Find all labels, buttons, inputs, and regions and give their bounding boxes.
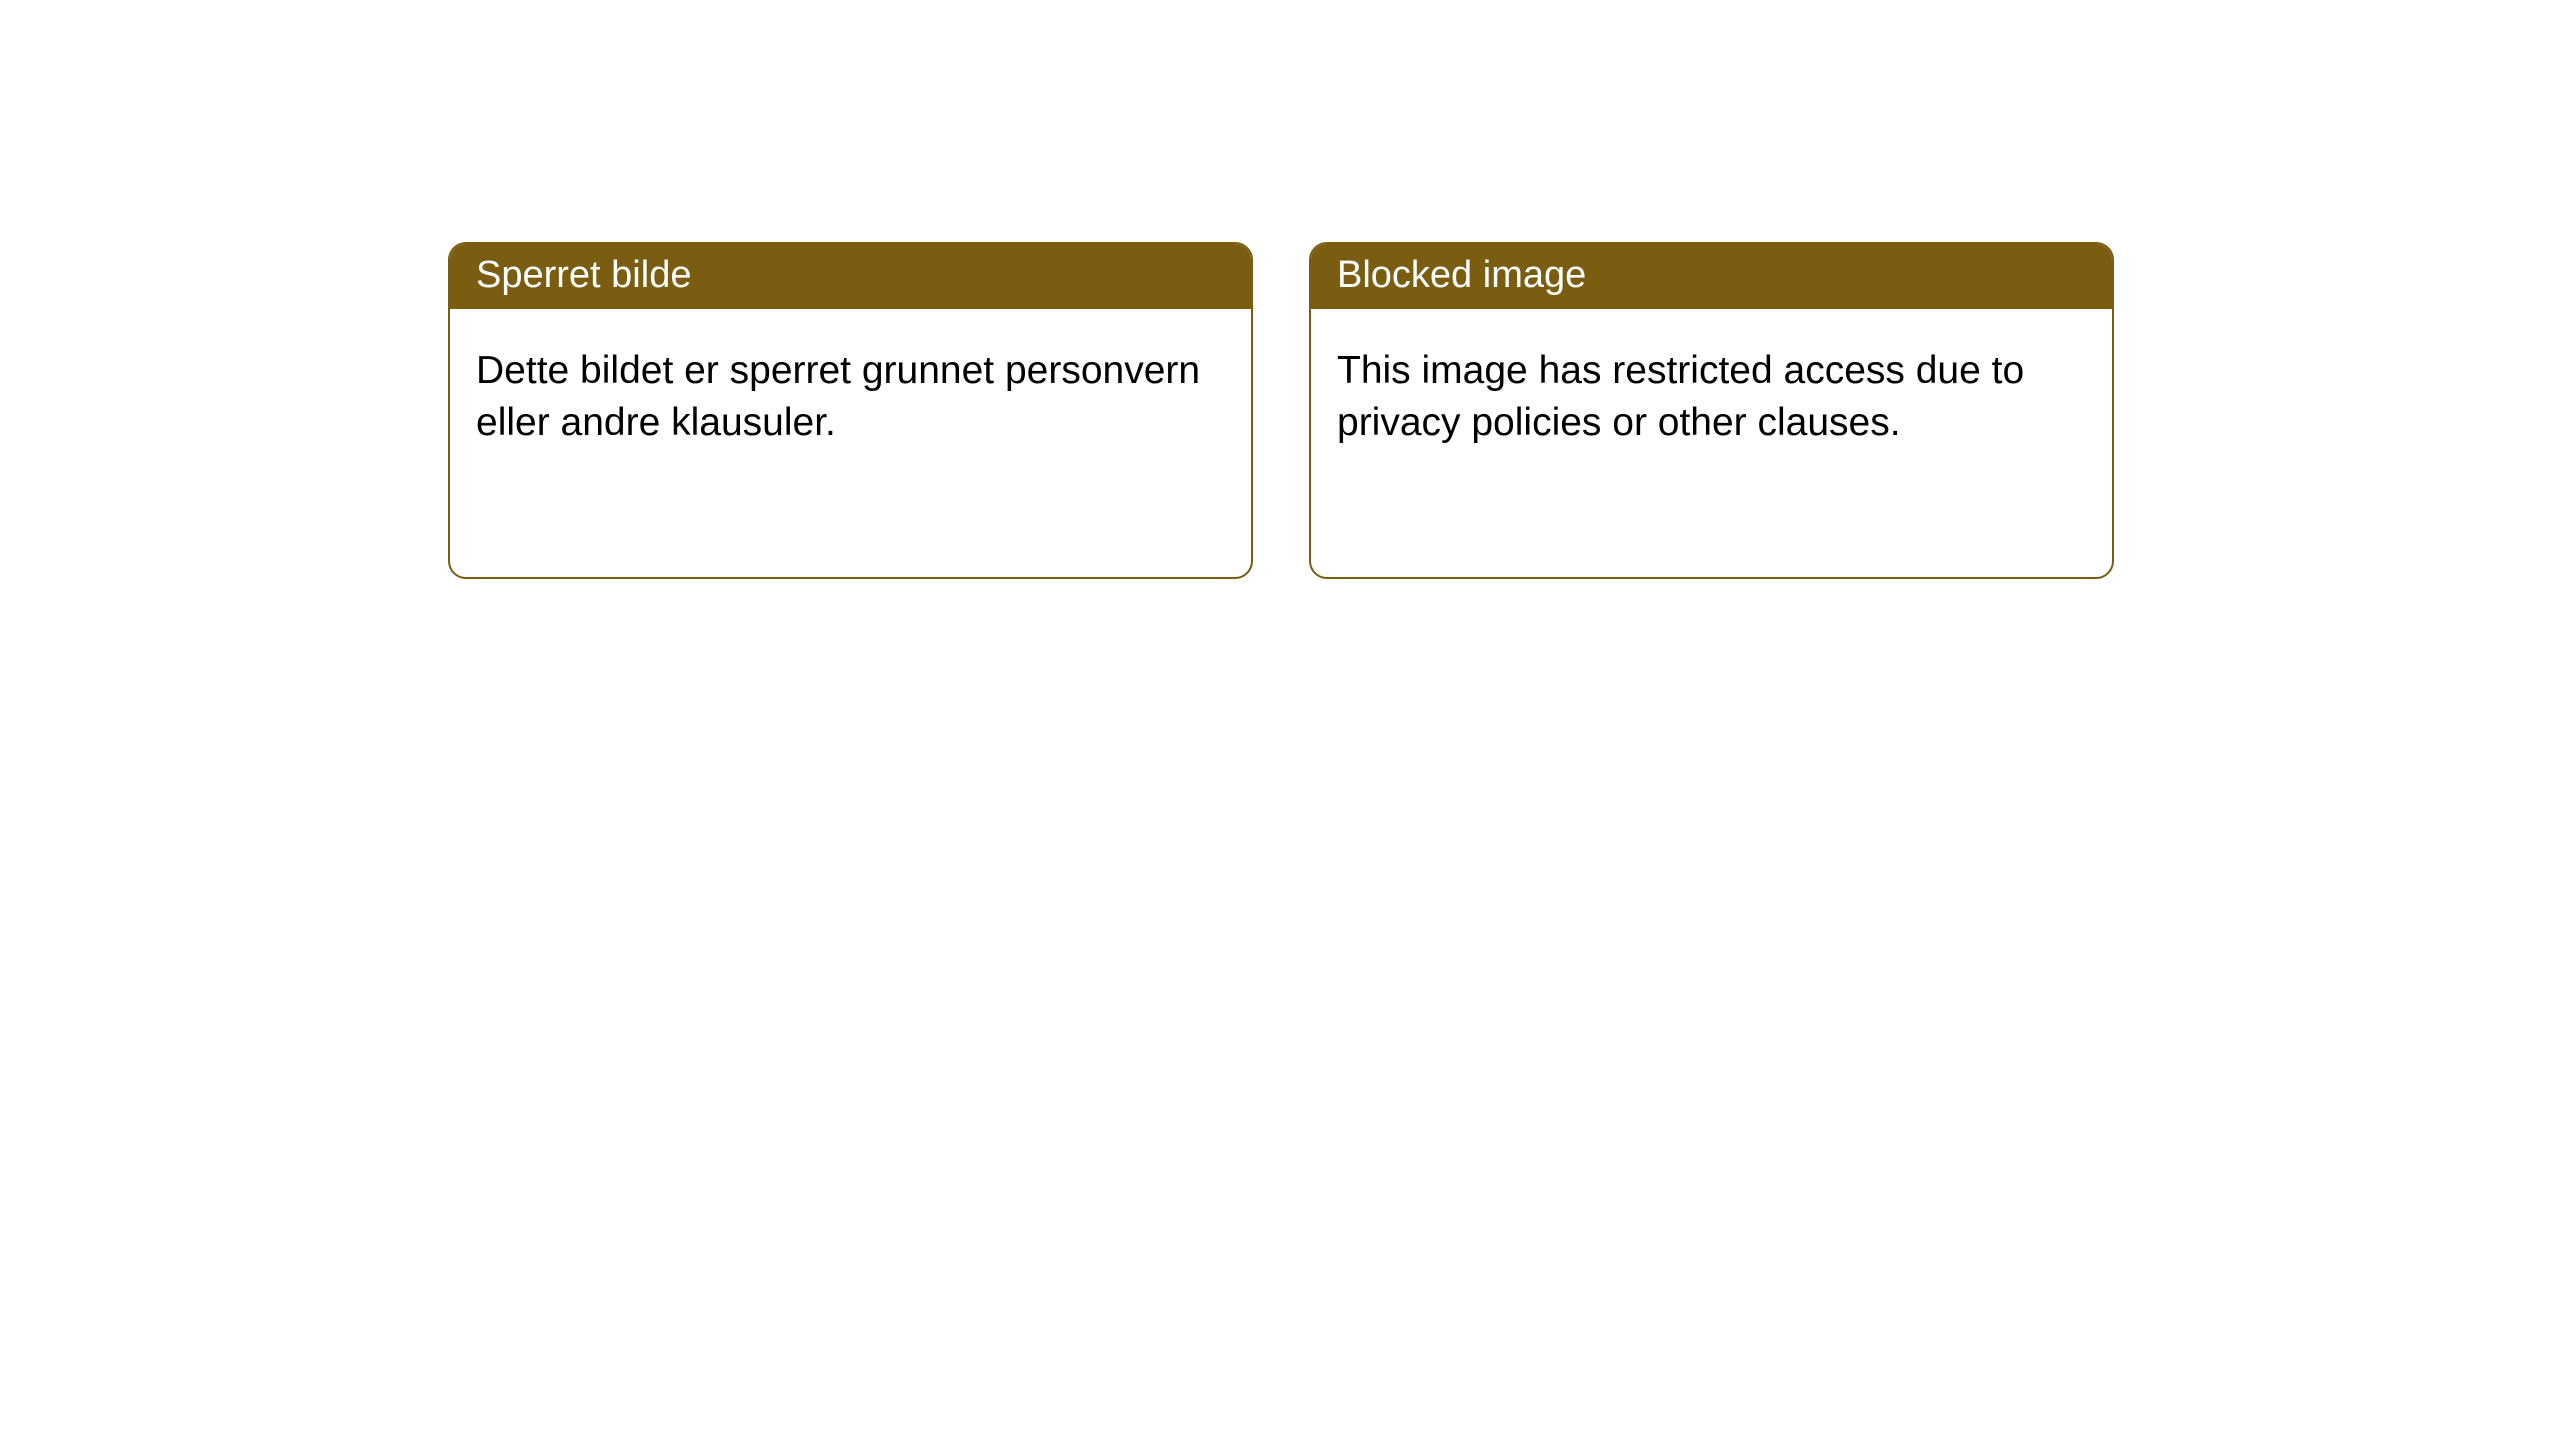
card-body-right: This image has restricted access due to …	[1311, 309, 2112, 475]
card-title-right: Blocked image	[1337, 254, 1586, 296]
card-header-left: Sperret bilde	[450, 244, 1251, 309]
card-body-left: Dette bildet er sperret grunnet personve…	[450, 309, 1251, 475]
notice-card-left: Sperret bilde Dette bildet er sperret gr…	[448, 242, 1253, 579]
card-body-text-right: This image has restricted access due to …	[1337, 349, 2024, 444]
card-title-left: Sperret bilde	[476, 254, 691, 296]
notice-card-right: Blocked image This image has restricted …	[1309, 242, 2114, 579]
card-header-right: Blocked image	[1311, 244, 2112, 309]
card-body-text-left: Dette bildet er sperret grunnet personve…	[476, 349, 1200, 444]
notice-container: Sperret bilde Dette bildet er sperret gr…	[0, 0, 2560, 579]
